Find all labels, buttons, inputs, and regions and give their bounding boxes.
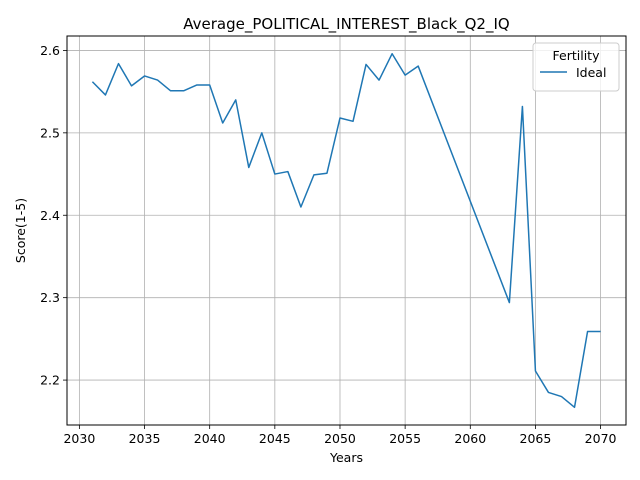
legend-entries: Ideal [540,65,606,80]
y-tick-label: 2.6 [40,43,60,58]
legend-box [532,42,620,92]
legend: Fertility Ideal [532,42,620,92]
series-lines [91,52,601,409]
x-axis-ticks: 2030 2035 2040 2045 2050 2055 2060 2065 2070 [63,425,617,446]
grid-lines [67,36,626,425]
x-tick-label: 2035 [129,431,161,446]
chart-title: Average_POLITICAL_INTEREST_Black_Q2_IQ [183,15,509,34]
x-tick-label: 2040 [194,431,226,446]
y-axis-label: Score(1-5) [13,198,28,263]
series-line-ideal [91,52,601,409]
x-tick-label: 2070 [585,431,617,446]
x-tick-label: 2030 [63,431,95,446]
y-tick-label: 2.2 [40,373,60,388]
x-tick-label: 2065 [520,431,552,446]
y-axis-ticks: 2.2 2.3 2.4 2.5 2.6 [40,43,67,388]
x-tick-label: 2060 [454,431,486,446]
y-tick-label: 2.3 [40,290,60,305]
x-tick-label: 2045 [259,431,291,446]
y-tick-label: 2.5 [40,125,60,140]
y-tick-label: 2.4 [40,208,60,223]
legend-entry-label: Ideal [576,65,606,80]
x-tick-label: 2050 [324,431,356,446]
x-tick-label: 2055 [389,431,421,446]
axes-frame [66,35,627,426]
legend-title: Fertility [553,48,601,63]
x-axis-label: Years [329,450,363,465]
